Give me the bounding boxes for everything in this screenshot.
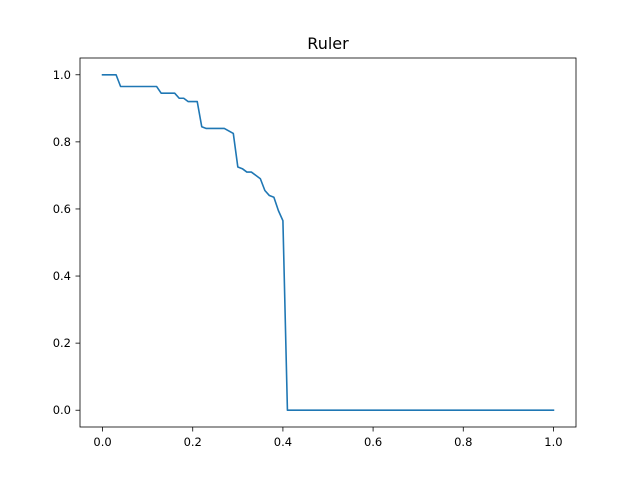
x-tick-label: 1.0 [544,435,562,449]
y-tick-label: 0.8 [53,135,71,149]
y-tick-label: 0.6 [53,202,71,216]
x-tick-label: 0.2 [184,435,202,449]
y-tick-label: 0.0 [53,403,71,417]
series-line [101,73,555,412]
x-tick-label: 0.0 [93,435,111,449]
plot-area [101,73,555,412]
y-tick-label: 0.4 [53,269,71,283]
x-tick-label: 0.4 [274,435,292,449]
x-tick-label: 0.8 [454,435,472,449]
x-tick-label: 0.6 [364,435,382,449]
y-tick-label: 0.2 [53,336,71,350]
chart-title: Ruler [307,34,349,53]
y-tick-label: 1.0 [53,68,71,82]
axes-frame [79,57,577,428]
axes: 0.0 0.2 0.4 0.6 0.8 1.0 0.0 0.2 0.4 0.6 0.8 1.0 [53,57,577,449]
